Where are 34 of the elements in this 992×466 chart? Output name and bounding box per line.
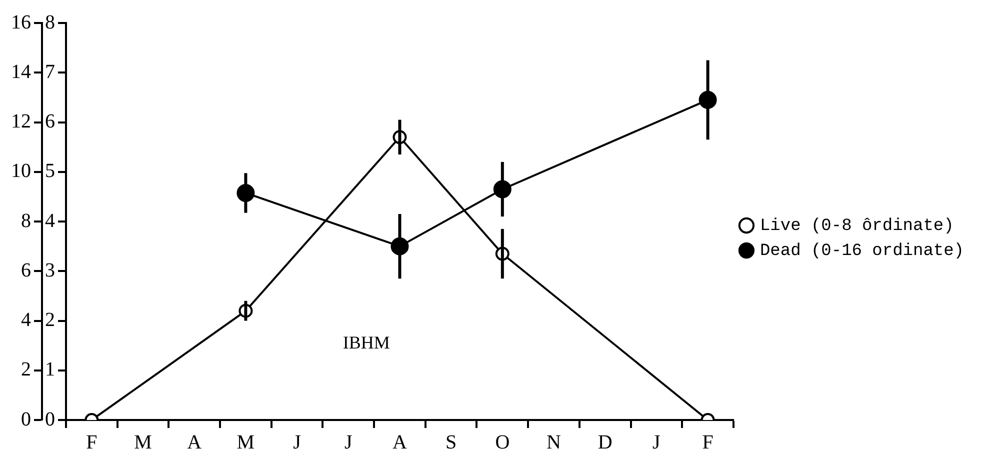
y-tick-label: 6 [21,259,31,282]
x-tick-label: D [598,431,612,454]
legend-label: Live (0-8 ôrdinate) [760,217,954,236]
x-tick-label: M [236,431,255,454]
x-tick-label: N [546,431,561,454]
y-tick-label: 16 [11,11,31,34]
x-tick-label: J [344,431,352,454]
y-tick-label: 2 [21,358,31,381]
y2-tick-label: 4 [45,210,55,232]
x-tick-label: S [446,431,457,454]
y2-tick-label: 1 [45,358,55,381]
x-tick-label: A [392,431,408,454]
y-tick-label: 8 [21,210,31,232]
y-tick-label: 0 [21,408,31,430]
annotation: IBHM [342,332,390,353]
y-tick-label: 14 [11,60,31,83]
legend-label: Dead (0-16 ordinate) [760,242,964,261]
y2-tick-label: 5 [45,160,55,182]
x-tick-label: J [293,431,302,454]
x-tick-label: M [134,431,152,454]
y2-tick-label: 0 [45,408,55,430]
y-tick-label: 12 [11,110,31,132]
y2-tick-label: 7 [45,60,55,83]
x-tick-label: F [702,431,714,454]
y-tick-label: 4 [21,309,31,331]
x-tick-label: J [652,431,661,454]
y2-tick-label: 8 [45,11,55,34]
y2-tick-label: 3 [45,259,55,282]
y-tick-label: 10 [11,160,31,182]
y2-tick-label: 6 [45,110,55,132]
y2-tick-label: 2 [45,309,55,331]
x-tick-label: F [86,431,98,454]
x-tick-label: A [187,431,202,454]
x-tick-label: O [495,431,510,454]
